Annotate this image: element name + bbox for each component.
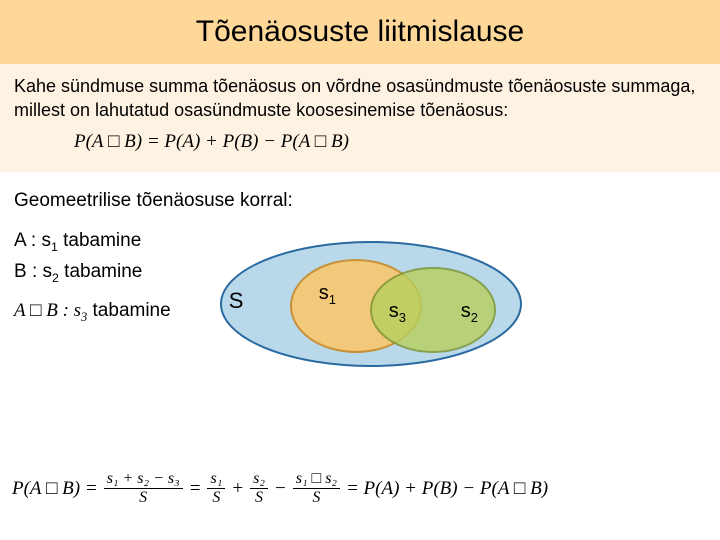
def-b-suffix: tabamine: [59, 261, 142, 282]
bf-frac2c: s₁ □ s₂ S: [293, 471, 340, 506]
label-s3-txt: s: [389, 300, 399, 322]
label-s2-sub: 2: [471, 310, 478, 325]
label-big-s: S: [229, 288, 244, 314]
title-bar: Tõenäosuste liitmislause: [0, 0, 720, 64]
definitions: A : s1 tabamine B : s2 tabamine A □ B : …: [14, 226, 171, 327]
label-s2: s2: [461, 300, 478, 325]
bf-f2b-num: s₂: [250, 471, 268, 489]
intro-paragraph: Kahe sündmuse summa tõenäosus on võrdne …: [14, 74, 706, 123]
bf-minus: −: [274, 478, 287, 500]
bf-f2a-num: s₁: [207, 471, 225, 489]
def-b: B : s2 tabamine: [14, 257, 171, 288]
bf-frac2a: s₁ S: [207, 471, 225, 506]
label-s2-txt: s: [461, 300, 471, 322]
bf-f1-num: s₁ + s₂ − s₃: [104, 471, 183, 489]
bf-frac2b: s₂ S: [250, 471, 268, 506]
bf-frac1: s₁ + s₂ − s₃ S: [104, 471, 183, 506]
def-c: A □ B : s3 tabamine: [14, 296, 171, 327]
bf-f2a-den: S: [212, 489, 220, 506]
geometric-heading: Geomeetrilise tõenäosuse korral:: [0, 172, 720, 220]
lower-section: A : s1 tabamine B : s2 tabamine A □ B : …: [0, 220, 720, 382]
venn-svg: [201, 232, 531, 382]
def-a-prefix: A : s: [14, 230, 51, 251]
label-s1-txt: s: [319, 282, 329, 304]
def-b-prefix: B : s: [14, 261, 52, 282]
bf-eq1: =: [189, 478, 202, 500]
bf-rhs: = P(A) + P(B) − P(A □ B): [346, 478, 548, 500]
bf-f2b-den: S: [255, 489, 263, 506]
bf-f2c-num: s₁ □ s₂: [293, 471, 340, 489]
def-a: A : s1 tabamine: [14, 226, 171, 257]
def-c-prefix: A □ B : s: [14, 300, 81, 321]
def-a-suffix: tabamine: [58, 230, 141, 251]
label-s3-sub: 3: [399, 310, 406, 325]
bf-f1-den: S: [139, 489, 147, 506]
def-a-sub: 1: [51, 240, 58, 254]
formula-top: P(A □ B) = P(A) + P(B) − P(A □ B): [14, 123, 706, 161]
venn-diagram: S s1 s3 s2: [201, 232, 531, 382]
label-s3: s3: [389, 300, 406, 325]
bottom-formula: P(A □ B) = s₁ + s₂ − s₃ S = s₁ S + s₂ S …: [12, 471, 548, 506]
intro-paragraph-block: Kahe sündmuse summa tõenäosus on võrdne …: [0, 64, 720, 172]
bf-plus: +: [231, 478, 244, 500]
bf-f2c-den: S: [312, 489, 320, 506]
bf-lhs: P(A □ B) =: [12, 478, 98, 500]
def-c-suffix: tabamine: [87, 300, 170, 321]
def-b-sub: 2: [52, 271, 59, 285]
page-title: Tõenäosuste liitmislause: [196, 15, 525, 49]
label-s1: s1: [319, 282, 336, 307]
label-s1-sub: 1: [329, 292, 336, 307]
